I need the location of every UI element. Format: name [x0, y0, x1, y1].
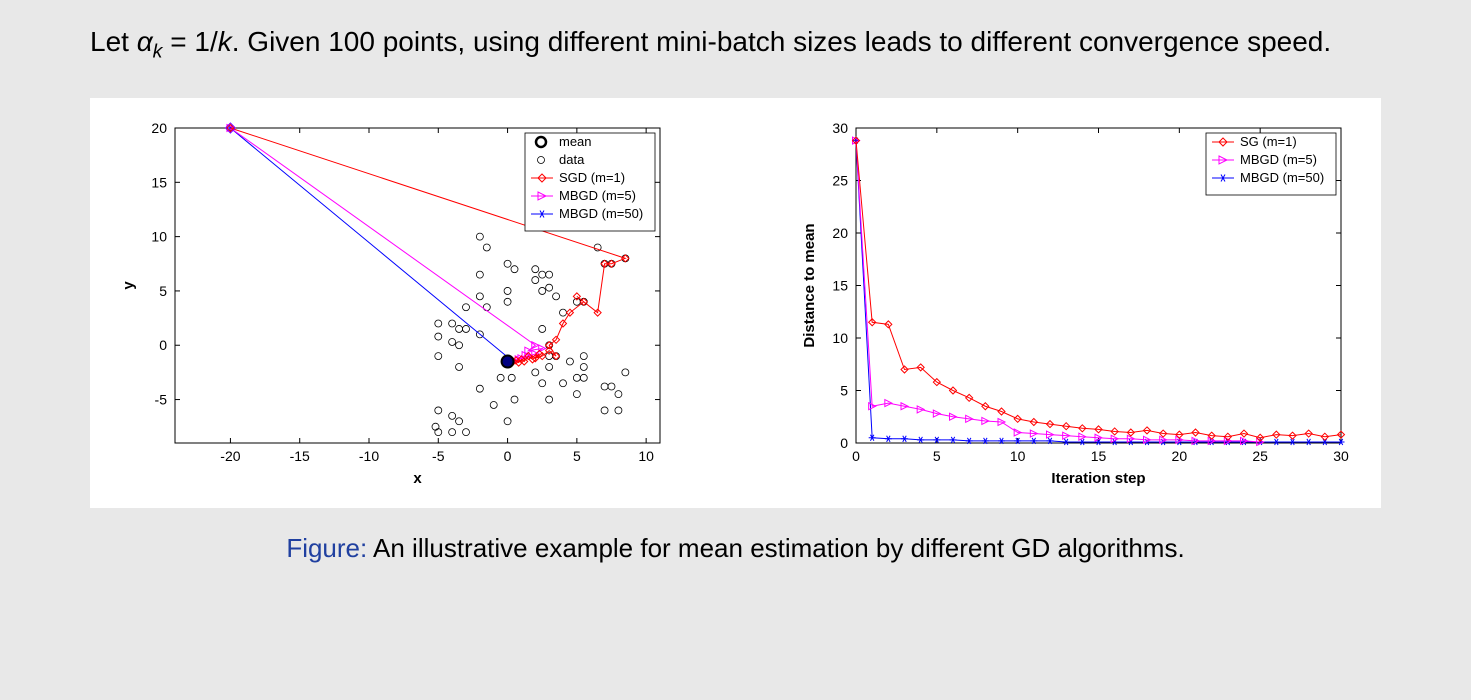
svg-text:-5: -5	[155, 391, 168, 407]
svg-text:10: 10	[638, 448, 654, 464]
left-chart-svg: -20 -15 -10 -5 0 5 10 -5 0 5 10 15 20 x y mean data SGD (…	[115, 113, 675, 493]
svg-text:25: 25	[832, 172, 848, 188]
svg-text:SG (m=1): SG (m=1)	[1240, 134, 1297, 149]
svg-text:mean: mean	[559, 134, 592, 149]
svg-text:-20: -20	[220, 448, 240, 464]
right-chart-panel: 0 5 10 15 20 25 30 0 5 10 15 20 25 30 Iteration step Di…	[796, 113, 1356, 493]
svg-text:MBGD (m=50): MBGD (m=50)	[1240, 170, 1324, 185]
svg-text:-5: -5	[432, 448, 445, 464]
svg-text:0: 0	[159, 337, 167, 353]
svg-text:10: 10	[832, 330, 848, 346]
svg-text:0: 0	[852, 448, 860, 464]
svg-text:-10: -10	[359, 448, 379, 464]
intro-text: Let αk = 1/k. Given 100 points, using di…	[90, 20, 1381, 68]
svg-text:data: data	[559, 152, 585, 167]
svg-text:5: 5	[573, 448, 581, 464]
svg-text:0: 0	[504, 448, 512, 464]
svg-text:Distance to mean: Distance to mean	[801, 223, 818, 347]
svg-text:x: x	[413, 470, 422, 487]
svg-text:SGD (m=1): SGD (m=1)	[559, 170, 625, 185]
svg-text:15: 15	[832, 277, 848, 293]
figure-container: -20 -15 -10 -5 0 5 10 -5 0 5 10 15 20 x y mean data SGD (…	[90, 98, 1381, 508]
svg-text:-15: -15	[290, 448, 310, 464]
svg-text:10: 10	[1010, 448, 1026, 464]
svg-text:Iteration step: Iteration step	[1051, 470, 1145, 487]
caption-text: An illustrative example for mean estimat…	[367, 533, 1184, 563]
right-chart-svg: 0 5 10 15 20 25 30 0 5 10 15 20 25 30 Iteration step Di…	[796, 113, 1356, 493]
svg-text:30: 30	[1333, 448, 1349, 464]
caption-label: Figure:	[286, 533, 367, 563]
svg-text:30: 30	[832, 120, 848, 136]
intro-prefix: Let	[90, 26, 137, 57]
svg-text:0: 0	[840, 435, 848, 451]
svg-text:15: 15	[151, 174, 167, 190]
svg-text:10: 10	[151, 229, 167, 245]
left-chart-panel: -20 -15 -10 -5 0 5 10 -5 0 5 10 15 20 x y mean data SGD (…	[115, 113, 675, 493]
svg-text:25: 25	[1252, 448, 1268, 464]
svg-text:y: y	[120, 281, 137, 290]
figure-caption: Figure: An illustrative example for mean…	[90, 533, 1381, 564]
svg-text:MBGD (m=5): MBGD (m=5)	[1240, 152, 1317, 167]
svg-text:20: 20	[151, 120, 167, 136]
svg-text:5: 5	[933, 448, 941, 464]
svg-text:20: 20	[1172, 448, 1188, 464]
intro-suffix: . Given 100 points, using different mini…	[232, 26, 1331, 57]
svg-text:5: 5	[840, 382, 848, 398]
svg-text:MBGD (m=50): MBGD (m=50)	[559, 206, 643, 221]
svg-text:MBGD (m=5): MBGD (m=5)	[559, 188, 636, 203]
svg-text:5: 5	[159, 283, 167, 299]
svg-text:20: 20	[832, 225, 848, 241]
svg-text:15: 15	[1091, 448, 1107, 464]
